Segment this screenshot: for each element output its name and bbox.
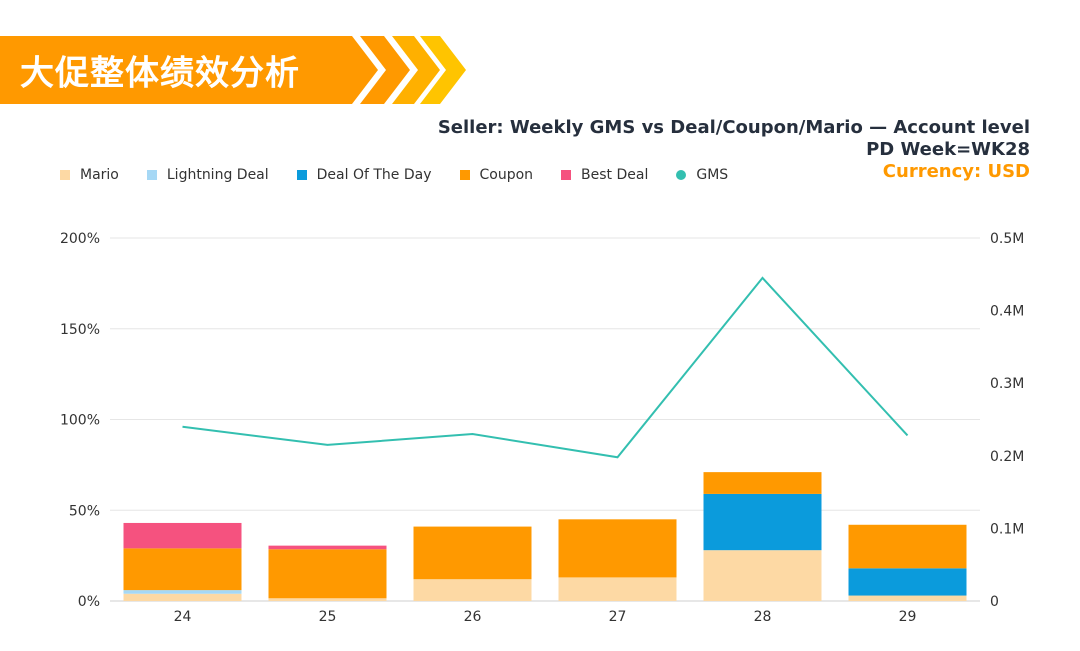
- bar-segment-coupon: [703, 472, 822, 494]
- legend-item-lightning-deal[interactable]: Lightning Deal: [146, 167, 269, 183]
- legend-swatch: [459, 170, 470, 180]
- bar-segment-mario: [848, 595, 967, 601]
- y-right-tick-label: 0.1M: [990, 521, 1024, 537]
- legend-label: Coupon: [479, 167, 534, 183]
- legend-label: GMS: [696, 167, 729, 183]
- bar-segment-best-deal: [268, 545, 387, 550]
- legend-label: Deal Of The Day: [316, 167, 432, 183]
- legend-swatch: [146, 170, 157, 180]
- chart-title: Seller: Weekly GMS vs Deal/Coupon/Mario …: [437, 117, 1030, 138]
- bar-segment-deal-of-the-day: [848, 568, 967, 596]
- y-left-tick-label: 100%: [60, 413, 100, 429]
- bar-segment-lightning-deal: [123, 590, 242, 594]
- bar-segment-mario: [558, 577, 677, 601]
- bar-segment-best-deal: [123, 522, 242, 549]
- legend-item-coupon[interactable]: Coupon: [459, 167, 534, 183]
- bar-segment-coupon: [558, 519, 677, 578]
- x-tick-label: 25: [319, 609, 337, 625]
- bar-segment-coupon: [123, 548, 242, 591]
- bar-segment-coupon: [413, 526, 532, 580]
- banner-title: 大促整体绩效分析: [20, 53, 300, 94]
- legend-item-deal-of-the-day[interactable]: Deal Of The Day: [296, 167, 432, 183]
- legend-label: Lightning Deal: [166, 167, 269, 183]
- banner-chevrons: [0, 36, 466, 104]
- legend-swatch: [561, 170, 572, 180]
- y-left-tick-label: 50%: [69, 503, 100, 519]
- bar-segment-mario: [703, 550, 822, 601]
- x-tick-label: 27: [609, 609, 627, 625]
- bar-segment-coupon: [268, 549, 387, 599]
- y-left-tick-label: 150%: [60, 322, 100, 338]
- x-tick-label: 26: [464, 609, 482, 625]
- x-tick-label: 29: [899, 609, 917, 625]
- x-tick-label: 28: [754, 609, 772, 625]
- bar-segment-mario: [413, 579, 532, 601]
- legend-swatch: [60, 170, 70, 180]
- y-right-tick-label: 0.4M: [990, 304, 1024, 320]
- legend-label: Best Deal: [581, 167, 649, 183]
- y-right-tick-label: 0.2M: [990, 449, 1024, 465]
- y-left-tick-label: 0%: [78, 594, 100, 610]
- chart-subtitle: PD Week=WK28: [866, 139, 1030, 160]
- bar-segment-deal-of-the-day: [703, 493, 822, 551]
- legend-item-best-deal[interactable]: Best Deal: [561, 167, 648, 183]
- y-left-tick-label: 200%: [60, 231, 100, 247]
- y-right-tick-label: 0.3M: [990, 376, 1024, 392]
- chart-header: Seller: Weekly GMS vs Deal/Coupon/Mario …: [438, 117, 1030, 183]
- legend-swatch: [296, 170, 307, 180]
- bar-segment-coupon: [848, 524, 967, 569]
- legend-swatch: [676, 170, 687, 180]
- gms-line: [182, 276, 909, 459]
- bar-segment-mario: [268, 598, 387, 601]
- bar-segment-mario: [123, 593, 242, 601]
- legend-item-gms[interactable]: GMS: [676, 167, 728, 183]
- currency-label: Currency: USD: [882, 161, 1030, 182]
- chart-legend: Mario Lightning Deal Deal Of The Day Cou…: [60, 167, 756, 183]
- title-banner: 大促整体绩效分析: [0, 36, 470, 104]
- y-right-tick-label: 0: [990, 594, 999, 610]
- y-right-tick-label: 0.5M: [990, 231, 1024, 247]
- legend-label: Mario: [80, 167, 119, 183]
- x-tick-label: 24: [174, 609, 192, 625]
- legend-item-mario[interactable]: Mario: [60, 167, 119, 183]
